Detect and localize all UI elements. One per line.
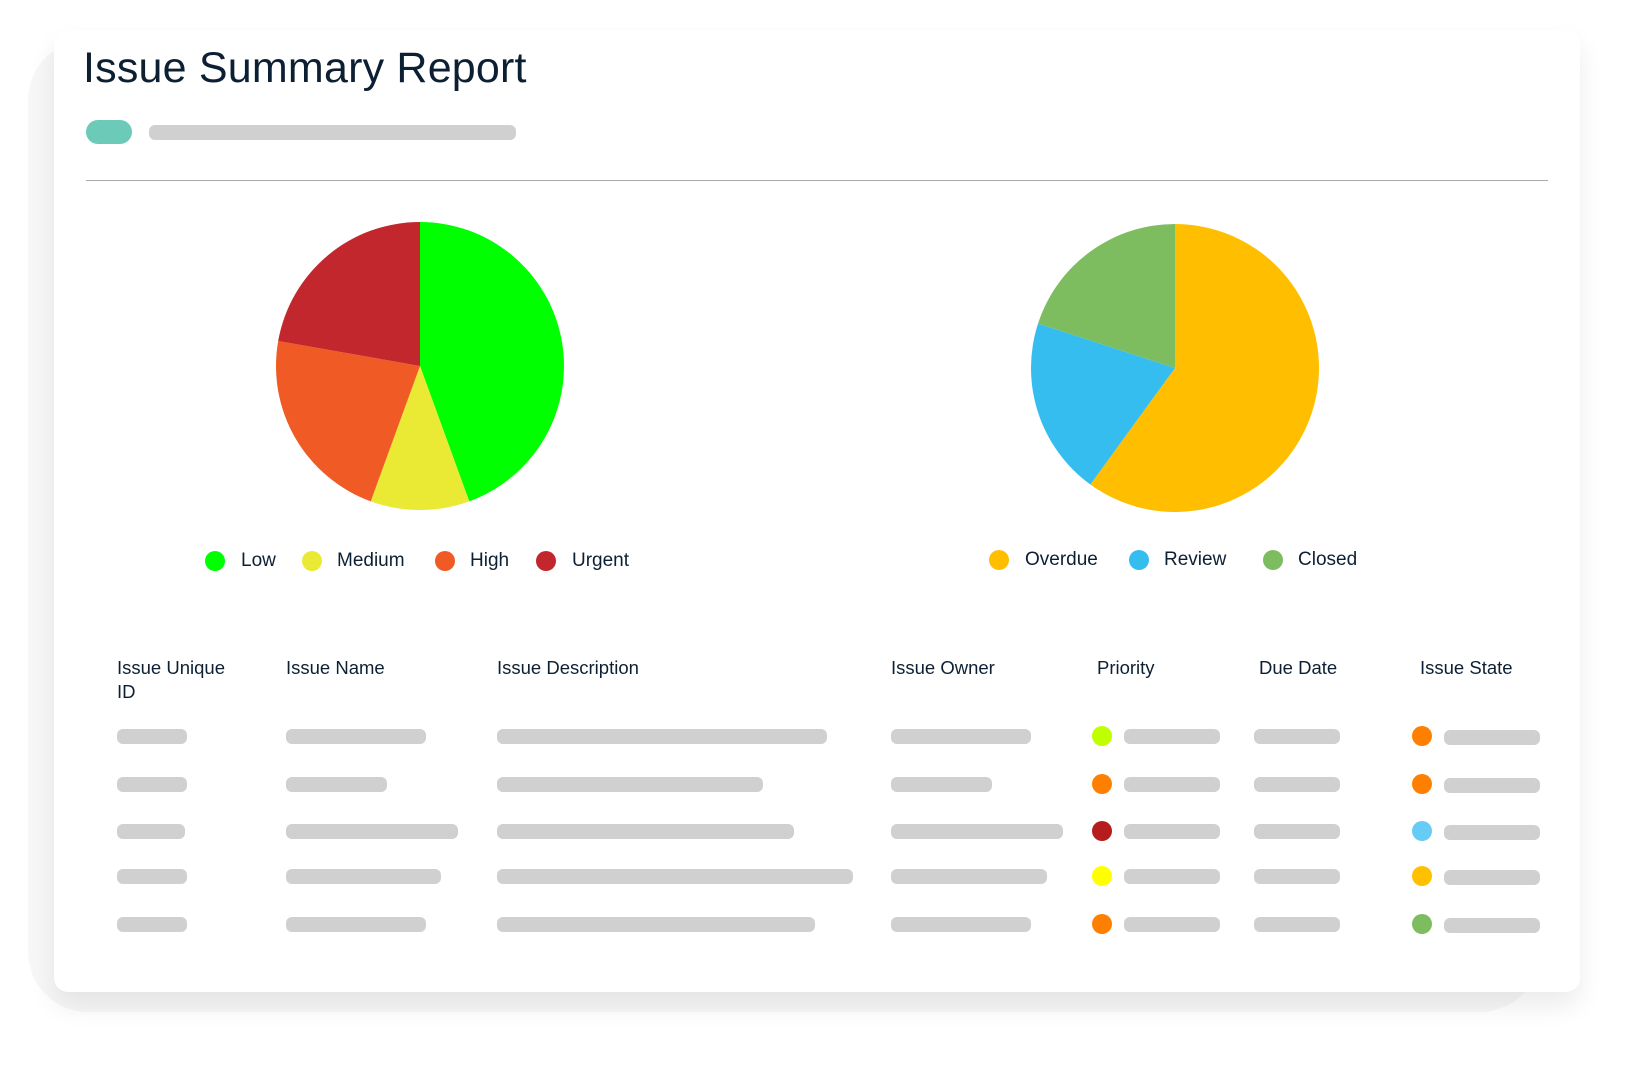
issue-state-dot [1412, 774, 1432, 794]
header-issue-description: Issue Description [497, 657, 639, 678]
header-issue-id: Issue Unique ID [117, 657, 225, 702]
issue-id-placeholder [117, 869, 187, 884]
issue-name-placeholder [286, 777, 387, 792]
priority-dot [1092, 866, 1112, 886]
legend-dot-urgent [536, 551, 556, 571]
page-title: Issue Summary Report [83, 44, 527, 92]
issue-state-dot [1412, 821, 1432, 841]
issue-name-placeholder [286, 729, 426, 744]
due-date-placeholder [1254, 729, 1340, 744]
issue-description-placeholder [497, 869, 853, 884]
legend-label-high: High [470, 550, 510, 571]
header-issue-state: Issue State [1420, 657, 1513, 678]
issue-description-placeholder [497, 917, 815, 932]
issue-state-dot [1412, 866, 1432, 886]
priority-dot [1092, 726, 1112, 746]
pie-slice-closed [1038, 224, 1175, 368]
issue-state-dot [1412, 914, 1432, 934]
issue-id-placeholder [117, 917, 187, 932]
divider [86, 180, 1548, 181]
issue-description-placeholder [497, 824, 794, 839]
legend-label-overdue: Overdue [1025, 549, 1098, 570]
due-date-placeholder [1254, 869, 1340, 884]
pie-slice-high [276, 340, 420, 502]
priority-dot [1092, 914, 1112, 934]
issue-id-placeholder [117, 824, 185, 839]
priority-dot [1092, 774, 1112, 794]
issue-name-placeholder [286, 869, 441, 884]
issue-state-placeholder [1444, 778, 1540, 793]
priority-placeholder [1124, 869, 1220, 884]
legend-label-medium: Medium [337, 550, 405, 571]
header-priority: Priority [1097, 657, 1155, 678]
issue-owner-placeholder [891, 824, 1063, 839]
issue-state-placeholder [1444, 918, 1540, 933]
pie-slice-medium [370, 366, 470, 511]
due-date-placeholder [1254, 777, 1340, 792]
subtitle-placeholder [149, 125, 516, 140]
issue-state-placeholder [1444, 870, 1540, 885]
legend-dot-high [435, 551, 455, 571]
due-date-placeholder [1254, 824, 1340, 839]
legend-label-urgent: Urgent [572, 550, 630, 571]
state-pie-chart [1031, 224, 1319, 513]
issue-description-placeholder [497, 729, 827, 744]
header-issue-name: Issue Name [286, 657, 385, 678]
legend-dot-medium [302, 551, 322, 571]
issue-owner-placeholder [891, 777, 992, 792]
legend-label-low: Low [241, 550, 276, 571]
priority-placeholder [1124, 729, 1220, 744]
issue-id-placeholder [117, 777, 187, 792]
issue-state-placeholder [1444, 730, 1540, 745]
issue-description-placeholder [497, 777, 763, 792]
legend-dot-review [1129, 550, 1149, 570]
header-due-date: Due Date [1259, 657, 1338, 678]
issue-owner-placeholder [891, 869, 1047, 884]
pie-slice-review [1031, 323, 1175, 485]
legend-dot-closed [1263, 550, 1283, 570]
priority-placeholder [1124, 824, 1220, 839]
issue-owner-placeholder [891, 917, 1031, 932]
legend-dot-overdue [989, 550, 1009, 570]
legend-label-review: Review [1164, 549, 1227, 570]
status-pill [86, 120, 132, 144]
due-date-placeholder [1254, 917, 1340, 932]
priority-pie-chart [276, 222, 565, 511]
priority-dot [1092, 821, 1112, 841]
issue-state-placeholder [1444, 825, 1540, 840]
priority-placeholder [1124, 917, 1220, 932]
issue-name-placeholder [286, 917, 426, 932]
legend-label-closed: Closed [1298, 549, 1358, 570]
issue-id-placeholder [117, 729, 187, 744]
issue-state-dot [1412, 726, 1432, 746]
issue-owner-placeholder [891, 729, 1031, 744]
priority-placeholder [1124, 777, 1220, 792]
report-card [54, 30, 1580, 992]
pie-slice-urgent [278, 222, 420, 366]
issue-name-placeholder [286, 824, 458, 839]
pie-slice-overdue [1090, 224, 1319, 513]
pie-slice-low [420, 222, 565, 502]
header-issue-owner: Issue Owner [891, 657, 995, 678]
legend-dot-low [205, 551, 225, 571]
